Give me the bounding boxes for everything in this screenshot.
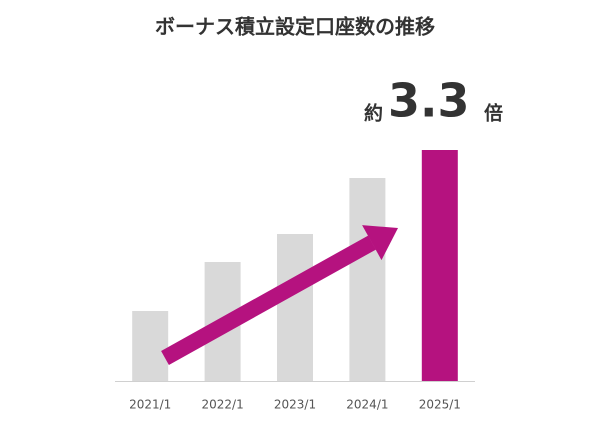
bar bbox=[132, 311, 169, 381]
arrow-shaft bbox=[161, 235, 376, 365]
x-tick-label: 2025/1 bbox=[419, 398, 461, 412]
trend-arrow bbox=[161, 225, 398, 365]
bar bbox=[277, 234, 313, 381]
annotation-value: 3.3 bbox=[388, 74, 470, 128]
annotation-prefix: 約 bbox=[364, 102, 383, 125]
chart-title: ボーナス積立設定口座数の推移 bbox=[155, 15, 435, 39]
arrow-head bbox=[362, 225, 398, 261]
bar bbox=[349, 178, 386, 381]
x-tick-label: 2021/1 bbox=[129, 398, 171, 412]
x-tick-label: 2024/1 bbox=[346, 398, 388, 412]
annotation-suffix: 倍 bbox=[484, 102, 503, 125]
bar bbox=[421, 150, 458, 381]
x-tick-label: 2023/1 bbox=[274, 398, 316, 412]
x-tick-label: 2022/1 bbox=[201, 398, 243, 412]
